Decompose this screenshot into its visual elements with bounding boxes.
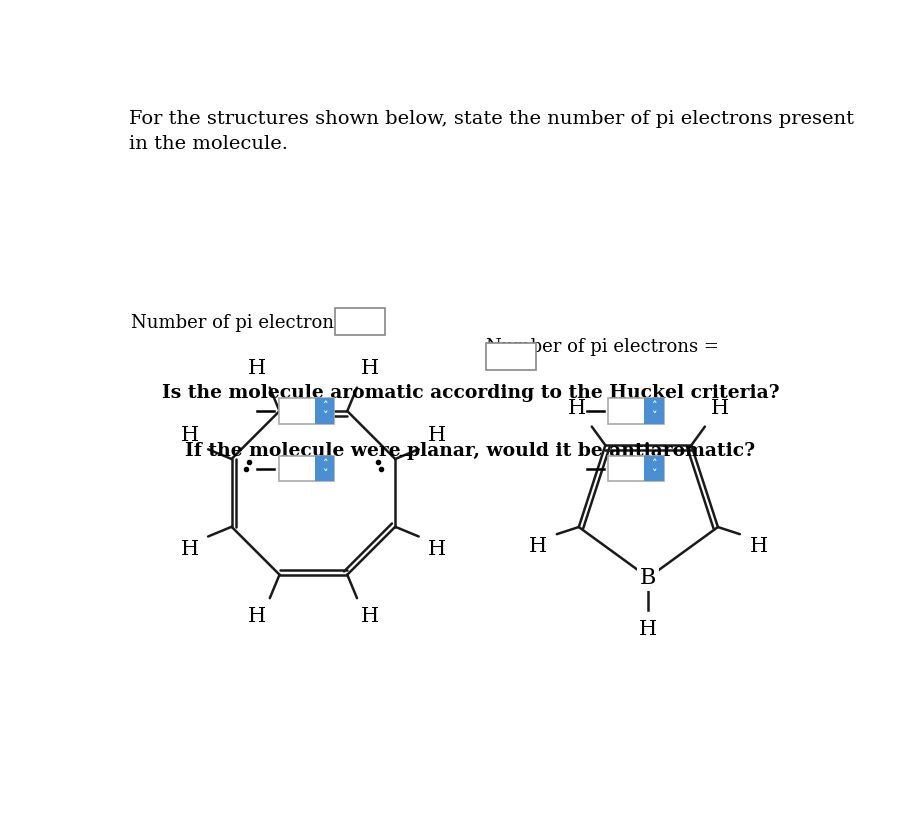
Text: ˅: ˅ xyxy=(651,469,657,478)
Text: H: H xyxy=(639,620,657,639)
Text: H: H xyxy=(428,427,446,446)
Text: H: H xyxy=(248,607,266,626)
Bar xyxy=(279,456,334,482)
Text: ˅: ˅ xyxy=(321,469,328,478)
Text: Is the molecule aromatic according to the Huckel criteria?: Is the molecule aromatic according to th… xyxy=(162,384,779,402)
Bar xyxy=(644,456,664,482)
Text: H: H xyxy=(361,359,379,378)
Bar xyxy=(609,398,664,423)
Text: −: − xyxy=(397,448,410,463)
Text: If the molecule were planar, would it be antiaromatic?: If the molecule were planar, would it be… xyxy=(185,441,756,459)
Text: ˄: ˄ xyxy=(651,459,657,469)
Text: ˄: ˄ xyxy=(321,401,328,411)
Text: Number of pi electrons =: Number of pi electrons = xyxy=(486,338,719,356)
Text: ˅: ˅ xyxy=(321,411,328,421)
Bar xyxy=(644,398,664,423)
Text: Number of pi electrons =: Number of pi electrons = xyxy=(131,315,364,332)
Bar xyxy=(279,398,334,423)
Bar xyxy=(315,456,334,482)
Text: H: H xyxy=(248,359,266,378)
Text: ˄: ˄ xyxy=(321,459,328,469)
Bar xyxy=(315,398,334,423)
Text: H: H xyxy=(711,399,729,418)
Text: H: H xyxy=(361,607,379,626)
Text: ˅: ˅ xyxy=(651,411,657,421)
Text: −: − xyxy=(217,448,230,463)
Text: H: H xyxy=(181,540,199,559)
Text: For the structures shown below, state the number of pi electrons present
in the : For the structures shown below, state th… xyxy=(129,110,854,153)
Bar xyxy=(609,456,664,482)
Text: B: B xyxy=(640,566,656,589)
Text: H: H xyxy=(529,538,547,556)
Text: H: H xyxy=(181,427,199,446)
Text: H: H xyxy=(428,540,446,559)
Bar xyxy=(335,308,385,335)
Text: H: H xyxy=(567,399,586,418)
Text: H: H xyxy=(749,538,767,556)
Bar xyxy=(486,343,536,370)
Text: ˄: ˄ xyxy=(651,401,657,411)
